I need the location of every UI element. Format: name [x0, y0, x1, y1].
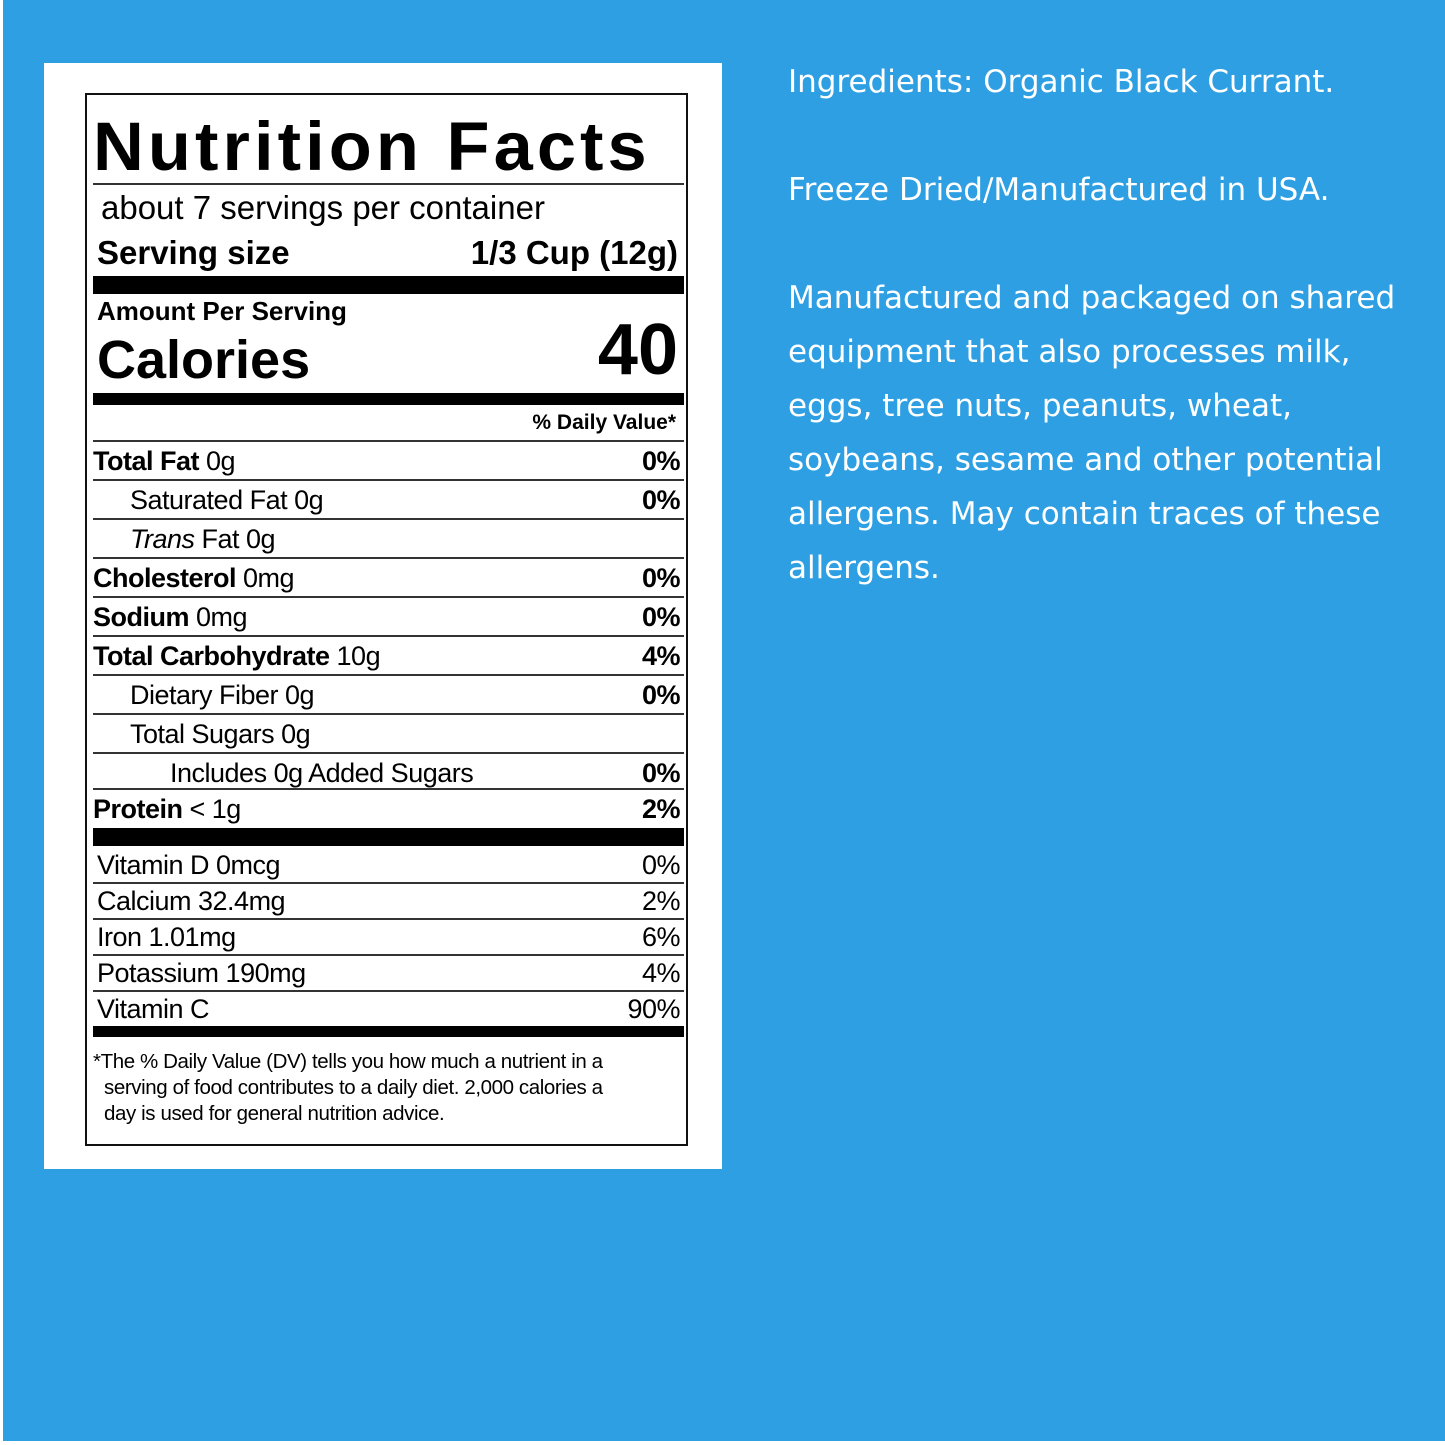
- footnote-line: day is used for general nutrition advice…: [104, 1102, 445, 1125]
- daily-value: 6%: [641, 922, 681, 952]
- nutrient-row: Total Carbohydrate 10g 4%: [93, 637, 684, 675]
- nutrient-name: Protein < 1g: [93, 794, 241, 824]
- nutrient-row: Total Fat 0g 0%: [93, 442, 684, 480]
- vitamin-name: Iron 1.01mg: [97, 922, 236, 952]
- vitamin-row: Vitamin D 0mcg 0%: [93, 847, 684, 883]
- daily-value: 0%: [641, 446, 681, 476]
- nutrient-row: Total Sugars 0g: [93, 715, 684, 753]
- daily-value: 0%: [641, 850, 681, 880]
- daily-value: 90%: [627, 994, 680, 1024]
- origin: Freeze Dried/Manufactured in USA.: [788, 172, 1330, 208]
- divider: [93, 788, 684, 790]
- footnote-line: serving of food contributes to a daily d…: [104, 1076, 603, 1099]
- nutrient-row: Trans Fat 0g: [93, 520, 684, 558]
- nutrient-name: Includes 0g Added Sugars: [170, 758, 474, 788]
- nutrient-name: Sodium 0mg: [93, 602, 248, 632]
- daily-value: 0%: [641, 680, 681, 710]
- nutrient-row: Cholesterol 0mg 0%: [93, 559, 684, 597]
- daily-value: 0%: [641, 758, 681, 788]
- divider: [93, 674, 684, 676]
- daily-value: 4%: [641, 641, 681, 671]
- divider: [93, 713, 684, 715]
- daily-value: 0%: [641, 485, 681, 515]
- servings-per-container: about 7 servings per container: [101, 189, 545, 226]
- product-info: Ingredients: Organic Black Currant. Free…: [788, 55, 1428, 649]
- daily-value-header: % Daily Value*: [532, 411, 676, 434]
- vitamin-name: Potassium 190mg: [97, 958, 306, 988]
- divider: [93, 1026, 684, 1037]
- divider: [93, 479, 684, 481]
- nutrient-row: Dietary Fiber 0g 0%: [93, 676, 684, 714]
- nutrient-name: Saturated Fat 0g: [130, 485, 324, 515]
- nutrient-name: Cholesterol 0mg: [93, 563, 295, 593]
- ingredients: Ingredients: Organic Black Currant.: [788, 64, 1335, 100]
- serving-size-value: 1/3 Cup (12g): [470, 234, 678, 271]
- divider: [93, 990, 684, 992]
- calories-label: Calories: [97, 330, 311, 390]
- divider: [93, 393, 684, 405]
- vitamin-name: Vitamin D 0mcg: [97, 850, 281, 880]
- nutrient-row: Saturated Fat 0g 0%: [93, 481, 684, 519]
- divider: [93, 882, 684, 884]
- daily-value: 4%: [641, 958, 681, 988]
- daily-value: 2%: [641, 794, 681, 824]
- divider: [93, 518, 684, 520]
- nutrient-name: Trans Fat 0g: [130, 524, 276, 554]
- nutrient-name: Total Sugars 0g: [130, 719, 311, 749]
- divider: [93, 557, 684, 559]
- divider: [93, 276, 684, 294]
- vitamin-row: Iron 1.01mg 6%: [93, 919, 684, 955]
- vitamin-row: Vitamin C 90%: [93, 991, 684, 1027]
- nutrient-name: Dietary Fiber 0g: [130, 680, 315, 710]
- nutrient-row: Sodium 0mg 0%: [93, 598, 684, 636]
- nutrient-row: Includes 0g Added Sugars 0%: [93, 754, 684, 792]
- nutrient-name: Total Carbohydrate 10g: [93, 641, 381, 671]
- vitamin-name: Vitamin C: [97, 994, 210, 1024]
- vitamin-row: Potassium 190mg 4%: [93, 955, 684, 991]
- divider: [93, 635, 684, 637]
- nutrition-facts-label: Nutrition Facts about 7 servings per con…: [85, 93, 688, 1146]
- allergen-statement: Manufactured and packaged on shared equi…: [788, 280, 1396, 586]
- daily-value: 0%: [641, 563, 681, 593]
- divider: [93, 918, 684, 920]
- amount-per-serving: Amount Per Serving: [97, 296, 347, 326]
- vitamin-row: Calcium 32.4mg 2%: [93, 883, 684, 919]
- footnote: *The % Daily Value (DV) tells you how mu…: [93, 1049, 603, 1127]
- daily-value: 0%: [641, 602, 681, 632]
- divider: [93, 596, 684, 598]
- nutrient-name: Total Fat 0g: [93, 446, 236, 476]
- footnote-line: *The % Daily Value (DV) tells you how mu…: [93, 1050, 603, 1073]
- nutrient-row: Protein < 1g 2%: [93, 790, 684, 828]
- label-title: Nutrition Facts: [93, 108, 651, 185]
- serving-size-label: Serving size: [97, 234, 290, 271]
- divider: [93, 752, 684, 754]
- divider: [93, 954, 684, 956]
- vitamin-name: Calcium 32.4mg: [97, 886, 286, 916]
- daily-value: 2%: [641, 886, 681, 916]
- calories-value: 40: [597, 310, 678, 390]
- divider: [93, 828, 684, 846]
